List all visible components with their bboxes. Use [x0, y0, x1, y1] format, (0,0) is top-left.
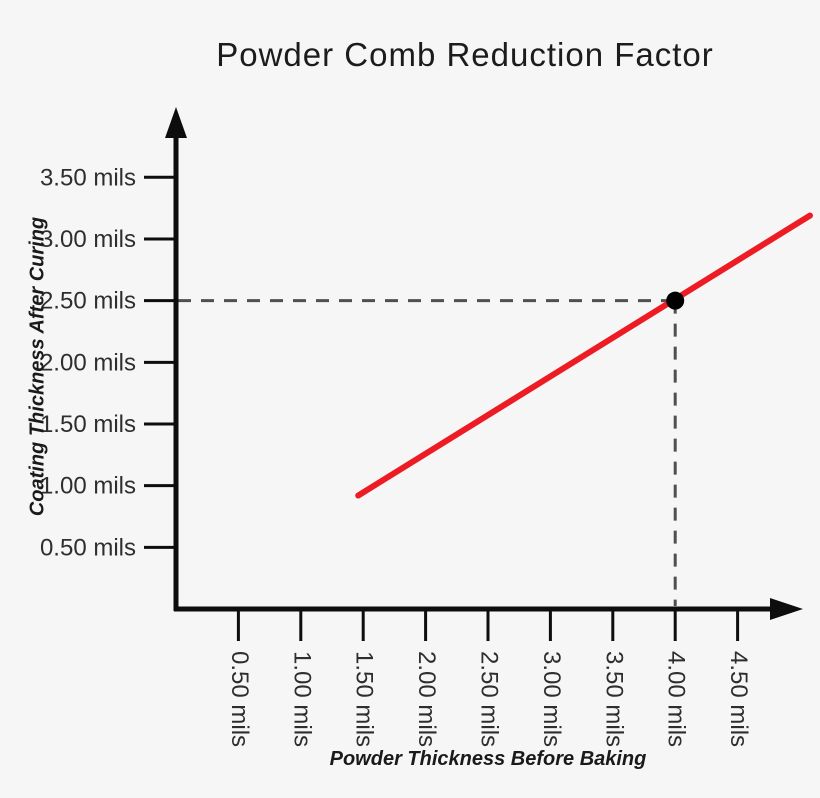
y-tick-label: 3.00 mils — [40, 226, 136, 253]
chart-title: Powder Comb Reduction Factor — [216, 36, 714, 73]
x-tick-label: 1.00 mils — [288, 651, 315, 747]
x-tick-label: 3.50 mils — [600, 651, 627, 747]
x-tick-label: 2.00 mils — [413, 651, 440, 747]
x-tick-label: 1.50 mils — [351, 651, 378, 747]
x-tick-label: 0.50 mils — [226, 651, 253, 747]
y-axis-arrow — [165, 107, 187, 138]
y-tick-label: 2.50 mils — [40, 288, 136, 315]
x-tick-label: 4.50 mils — [725, 651, 752, 747]
y-tick-label: 1.00 mils — [40, 473, 136, 500]
x-axis-title: Powder Thickness Before Baking — [329, 748, 647, 770]
y-tick-label: 2.00 mils — [40, 349, 136, 376]
reduction-factor-line — [355, 212, 813, 499]
x-tick-label: 4.00 mils — [663, 651, 690, 747]
x-tick-label: 2.50 mils — [476, 651, 503, 747]
y-axis-title: Coating Thickness After Curing — [26, 216, 49, 517]
y-tick-label: 3.50 mils — [40, 164, 136, 191]
x-axis-arrow — [770, 598, 803, 620]
x-tick-label: 3.00 mils — [538, 651, 565, 747]
y-tick-label: 1.50 mils — [40, 411, 136, 438]
data-point-marker — [666, 291, 685, 310]
y-tick-label: 0.50 mils — [40, 534, 136, 561]
